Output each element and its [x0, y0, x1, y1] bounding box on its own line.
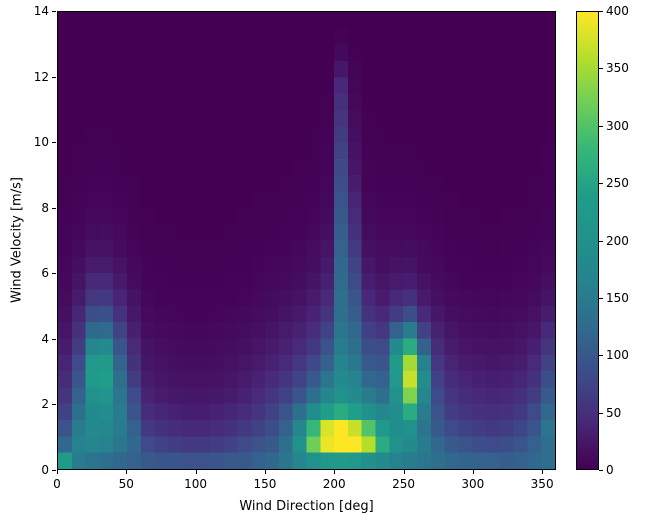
- colorbar-tick-mark: [599, 412, 603, 414]
- colorbar-tick-mark: [599, 125, 603, 127]
- colorbar-tick-label: 300: [606, 118, 629, 133]
- x-tick-mark: [264, 470, 266, 474]
- colorbar-tick-label: 250: [606, 176, 629, 191]
- x-tick-mark: [403, 470, 405, 474]
- x-tick-mark: [57, 470, 58, 474]
- colorbar-tick-mark: [599, 470, 603, 471]
- colorbar-tick-mark: [599, 68, 603, 70]
- y-tick-mark: [52, 76, 56, 78]
- y-axis-label: Wind Velocity [m/s]: [9, 177, 25, 303]
- y-tick-mark: [52, 11, 56, 12]
- colorbar-tick-label: 200: [606, 233, 629, 248]
- x-tick-mark: [126, 470, 128, 474]
- y-tick-mark: [52, 404, 56, 406]
- y-tick-label: 12: [33, 69, 49, 84]
- y-tick-label: 6: [41, 266, 49, 281]
- colorbar-tick-label: 100: [606, 348, 629, 363]
- x-tick-label: 150: [253, 477, 277, 491]
- colorbar-tick-mark: [599, 297, 603, 299]
- x-tick-label: 350: [530, 477, 554, 491]
- y-tick-label: 4: [41, 331, 49, 346]
- y-tick-label: 2: [41, 397, 49, 412]
- y-tick-label: 0: [41, 463, 49, 477]
- y-tick-label: 14: [33, 4, 49, 18]
- x-tick-label: 100: [184, 477, 208, 491]
- x-tick-label: 250: [392, 477, 415, 491]
- colorbar-tick-label: 150: [606, 290, 629, 305]
- y-tick-mark: [52, 338, 56, 340]
- heatmap-plot: [57, 11, 556, 470]
- colorbar-tick-mark: [599, 240, 603, 242]
- y-tick-mark: [52, 470, 56, 471]
- x-tick-mark: [542, 470, 544, 474]
- y-tick-mark: [52, 207, 56, 209]
- x-tick-label: 200: [322, 477, 346, 491]
- x-tick-mark: [334, 470, 336, 474]
- x-tick-label: 300: [461, 477, 485, 491]
- x-axis-label: Wind Direction [deg]: [239, 499, 374, 514]
- colorbar-tick-label: 350: [606, 61, 629, 76]
- heatmap-canvas: [58, 12, 555, 469]
- colorbar-tick-label: 0: [606, 463, 614, 477]
- x-tick-mark: [195, 470, 197, 474]
- colorbar-tick-label: 400: [606, 4, 629, 18]
- y-tick-mark: [52, 273, 56, 275]
- y-tick-mark: [52, 142, 56, 144]
- x-tick-mark: [472, 470, 474, 474]
- colorbar: [576, 11, 599, 470]
- colorbar-tick-mark: [599, 183, 603, 185]
- colorbar-tick-mark: [599, 11, 603, 12]
- colorbar-tick-label: 50: [606, 405, 622, 420]
- y-tick-label: 8: [41, 200, 49, 215]
- y-tick-label: 10: [33, 135, 49, 150]
- colorbar-tick-mark: [599, 355, 603, 357]
- x-tick-label: 0: [53, 477, 61, 491]
- colorbar-gradient: [577, 12, 598, 469]
- x-tick-label: 50: [118, 477, 134, 491]
